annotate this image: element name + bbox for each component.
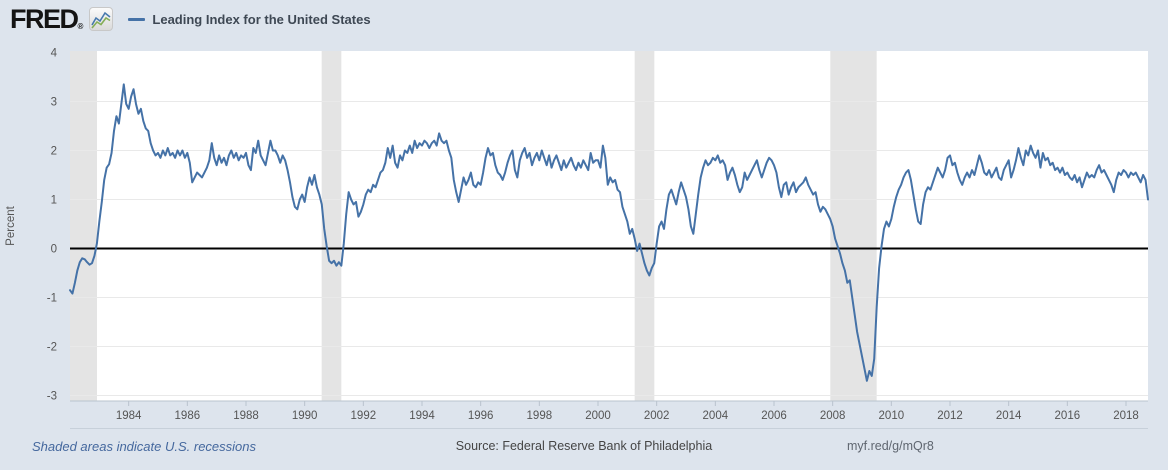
- x-tick-label: 2006: [761, 410, 787, 422]
- y-tick-label: 2: [51, 146, 57, 158]
- fred-logo-text: FRED®: [10, 3, 84, 34]
- y-tick-label: 3: [51, 97, 57, 109]
- x-tick-label: 2014: [996, 410, 1022, 422]
- x-tick-label: 1992: [351, 410, 377, 422]
- y-tick-label: 4: [51, 48, 58, 60]
- legend-line-marker: [128, 17, 146, 21]
- header: FRED® Leading Index for the United State…: [0, 0, 1168, 38]
- x-tick-label: 1996: [468, 410, 494, 422]
- y-tick-label: -3: [47, 391, 57, 403]
- registered-mark: ®: [77, 21, 84, 31]
- x-tick-label: 2004: [703, 410, 729, 422]
- x-tick-label: 2008: [820, 410, 846, 422]
- recession-note-link[interactable]: Shaded areas indicate U.S. recessions: [32, 439, 257, 454]
- x-tick-label: 1990: [292, 410, 318, 422]
- source-text: Source: Federal Reserve Bank of Philadel…: [455, 439, 713, 453]
- short-url-link[interactable]: myf.red/g/mQr8: [847, 439, 934, 453]
- recession-band: [321, 51, 342, 401]
- footer: Shaded areas indicate U.S. recessions So…: [0, 430, 1168, 470]
- y-axis-title: Percent: [5, 205, 17, 245]
- series-group: [69, 83, 1149, 382]
- x-tick-label: 1988: [233, 410, 259, 422]
- recession-bands-group: [70, 51, 877, 401]
- y-tick-label: -2: [47, 342, 57, 354]
- recession-band: [634, 51, 655, 401]
- x-tick-label: 2016: [1055, 410, 1081, 422]
- x-tick-label: 2000: [585, 410, 611, 422]
- x-tick-label: 2010: [879, 410, 905, 422]
- axes-group: [70, 400, 1148, 429]
- x-tick-label: 2012: [937, 410, 963, 422]
- fred-chart-icon: [89, 7, 114, 31]
- series-line-leading-index[interactable]: [69, 83, 1149, 382]
- recession-band: [830, 51, 877, 401]
- y-tick-label: 1: [51, 195, 57, 207]
- fred-logo[interactable]: FRED®: [10, 3, 114, 34]
- legend-series-label[interactable]: Leading Index for the United States: [152, 11, 371, 27]
- x-tick-label: 1998: [527, 410, 553, 422]
- y-tick-label: -1: [47, 293, 57, 305]
- plot-area[interactable]: [70, 51, 1148, 401]
- x-tick-label: 1994: [409, 410, 435, 422]
- x-tick-label: 1984: [116, 410, 142, 422]
- gridlines-group: [70, 101, 1148, 396]
- x-tick-label: 2002: [644, 410, 670, 422]
- x-tick-label: 1986: [175, 410, 201, 422]
- axis-labels-group: 1984 1986 1988 1990 1992 1994 1996 1998 2000 2002…: [5, 48, 1139, 423]
- legend: Leading Index for the United States: [128, 11, 371, 27]
- plot-area-group: [70, 51, 1148, 401]
- x-tick-label: 2018: [1113, 410, 1139, 422]
- y-tick-label: 0: [51, 244, 57, 256]
- recession-band: [70, 51, 97, 401]
